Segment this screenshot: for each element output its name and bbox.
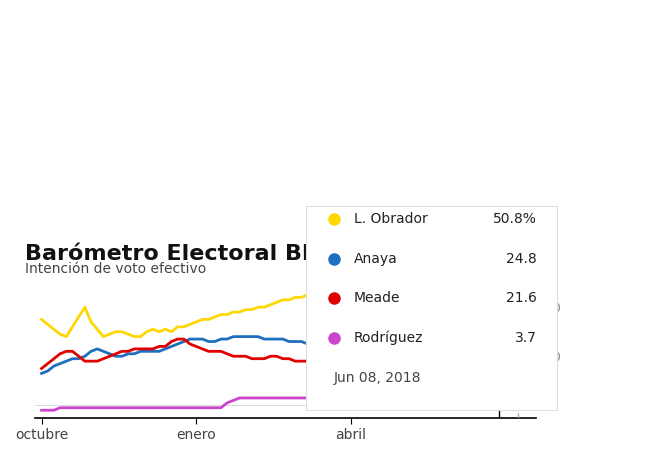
Text: Anaya: Anaya <box>354 252 398 266</box>
Text: Intención de voto efectivo: Intención de voto efectivo <box>26 261 206 276</box>
Text: 3.7: 3.7 <box>515 331 536 345</box>
Text: Barómetro Electoral Bloomb: Barómetro Electoral Bloomb <box>26 244 380 264</box>
Text: Meade: Meade <box>354 292 400 305</box>
Text: 24.8: 24.8 <box>506 252 536 266</box>
Text: 21.6: 21.6 <box>506 292 536 305</box>
Text: Jun 08, 2018: Jun 08, 2018 <box>333 371 421 385</box>
Text: Rodríguez: Rodríguez <box>354 331 423 345</box>
FancyBboxPatch shape <box>306 206 557 410</box>
Text: L. Obrador: L. Obrador <box>354 212 427 226</box>
Text: 50.8%: 50.8% <box>493 212 536 226</box>
